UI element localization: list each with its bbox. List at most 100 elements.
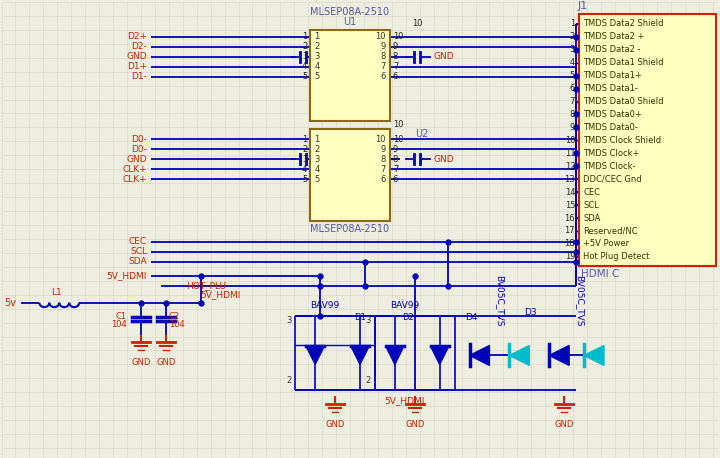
Text: 5V_HDMI: 5V_HDMI [201, 290, 241, 299]
Text: SCL: SCL [583, 201, 599, 210]
Polygon shape [584, 345, 604, 365]
Text: U1: U1 [343, 17, 356, 27]
Text: 16: 16 [564, 213, 575, 223]
Text: 10: 10 [393, 32, 403, 41]
Text: D1: D1 [354, 313, 366, 322]
Text: HOT_PLU: HOT_PLU [186, 281, 226, 290]
Text: TMDS Clock-: TMDS Clock- [583, 162, 636, 171]
Text: MLSEP08A-2510: MLSEP08A-2510 [310, 7, 390, 17]
Text: 4: 4 [314, 165, 320, 174]
Text: 14: 14 [564, 188, 575, 196]
Text: 4: 4 [302, 62, 307, 71]
Text: GND: GND [126, 155, 147, 164]
Text: 10: 10 [393, 120, 403, 129]
Text: BAV99: BAV99 [310, 301, 340, 310]
Text: 3: 3 [302, 155, 307, 164]
Text: 8: 8 [393, 52, 398, 61]
Polygon shape [386, 346, 404, 365]
Text: GND: GND [554, 420, 574, 429]
Text: 15: 15 [564, 201, 575, 210]
Text: BV05C_TVS: BV05C_TVS [495, 275, 504, 327]
Text: 6: 6 [380, 174, 386, 184]
Text: TMDS Data0-: TMDS Data0- [583, 123, 638, 132]
Text: GND: GND [126, 52, 147, 61]
Text: 9: 9 [381, 42, 386, 51]
Text: 10: 10 [375, 32, 386, 41]
Text: 10: 10 [564, 136, 575, 145]
Text: 2: 2 [314, 145, 320, 154]
Text: 4: 4 [570, 58, 575, 67]
Text: BV05C_TVS: BV05C_TVS [575, 275, 584, 327]
Text: CEC: CEC [129, 237, 147, 246]
Text: MLSEP08A-2510: MLSEP08A-2510 [310, 224, 390, 234]
Text: 5: 5 [302, 174, 307, 184]
Text: U2: U2 [415, 129, 428, 139]
Text: GND: GND [325, 420, 345, 429]
Text: 10: 10 [393, 135, 403, 144]
Text: GND: GND [433, 52, 454, 61]
Text: +5V Power: +5V Power [583, 240, 629, 248]
Text: TMDS Data2 -: TMDS Data2 - [583, 45, 641, 54]
Text: HDMI C: HDMI C [581, 269, 619, 279]
Text: DDC/CEC Gnd: DDC/CEC Gnd [583, 174, 642, 184]
Text: 4: 4 [302, 165, 307, 174]
Text: TMDS Data1+: TMDS Data1+ [583, 71, 642, 80]
Text: D2-: D2- [131, 42, 147, 51]
Text: D2+: D2+ [127, 32, 147, 41]
Text: D4: D4 [466, 313, 478, 322]
Text: D1-: D1- [131, 72, 147, 81]
Text: D1+: D1+ [127, 62, 147, 71]
Text: D3: D3 [524, 308, 537, 317]
Text: 10: 10 [412, 19, 423, 28]
Text: 19: 19 [564, 252, 575, 262]
Text: 2: 2 [314, 42, 320, 51]
Text: CEC: CEC [583, 188, 600, 196]
Text: D0-: D0- [131, 145, 147, 154]
Text: 9: 9 [393, 42, 398, 51]
Text: 2: 2 [302, 42, 307, 51]
Text: 7: 7 [393, 165, 398, 174]
Text: 5: 5 [314, 174, 320, 184]
Text: SCL: SCL [130, 247, 147, 256]
Text: 8: 8 [380, 155, 386, 164]
Text: 1: 1 [570, 19, 575, 28]
Text: C1: C1 [116, 312, 127, 321]
Text: 1: 1 [314, 32, 320, 41]
Text: GND: GND [131, 359, 150, 367]
Text: D0-: D0- [131, 135, 147, 144]
Text: TMDS Clock+: TMDS Clock+ [583, 149, 639, 158]
Text: 3: 3 [286, 316, 292, 325]
Text: 7: 7 [380, 165, 386, 174]
Text: 17: 17 [564, 226, 575, 235]
Text: 6: 6 [393, 174, 398, 184]
Text: 9: 9 [393, 145, 398, 154]
Polygon shape [306, 346, 324, 365]
Text: 11: 11 [564, 149, 575, 158]
Text: BAV99: BAV99 [390, 301, 420, 310]
Polygon shape [351, 346, 369, 365]
Text: 2: 2 [286, 376, 292, 385]
Text: 12: 12 [564, 162, 575, 171]
Text: 7: 7 [380, 62, 386, 71]
Text: 6: 6 [570, 84, 575, 93]
Text: 13: 13 [564, 174, 575, 184]
Text: 6: 6 [393, 72, 398, 81]
Text: GND: GND [433, 155, 454, 164]
Text: 5: 5 [570, 71, 575, 80]
Text: 5V_HDMI: 5V_HDMI [384, 396, 425, 405]
Text: GND: GND [405, 420, 425, 429]
Text: 104: 104 [111, 320, 127, 329]
Text: 6: 6 [380, 72, 386, 81]
Text: 1: 1 [302, 135, 307, 144]
Text: TMDS Data1 Shield: TMDS Data1 Shield [583, 58, 664, 67]
Text: TMDS Clock Shield: TMDS Clock Shield [583, 136, 661, 145]
Text: SDA: SDA [583, 213, 600, 223]
Text: 10: 10 [375, 135, 386, 144]
Text: 5v: 5v [4, 298, 17, 308]
Text: 104: 104 [168, 320, 184, 329]
Bar [310, 30, 390, 121]
Polygon shape [431, 346, 449, 365]
Text: 9: 9 [570, 123, 575, 132]
Text: 1: 1 [302, 32, 307, 41]
Text: 7: 7 [570, 97, 575, 106]
